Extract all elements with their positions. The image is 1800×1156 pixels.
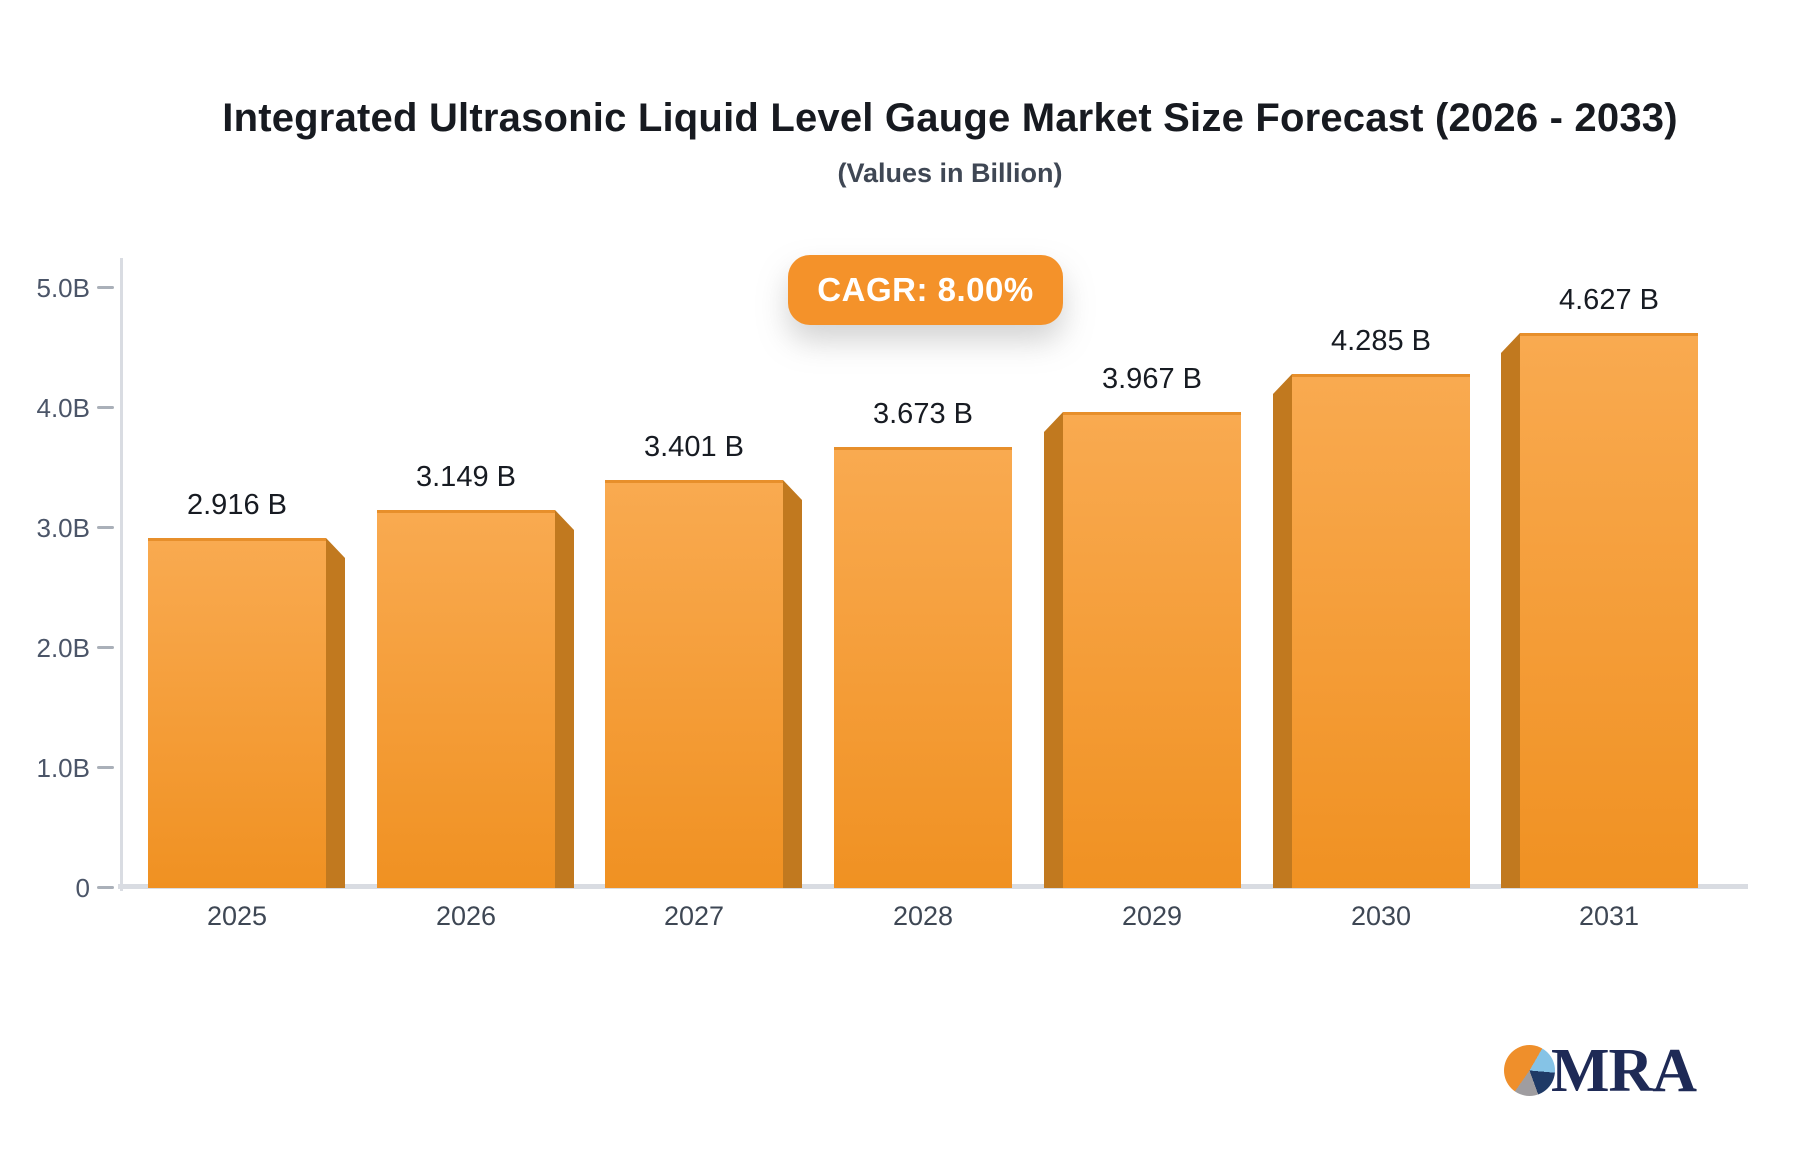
bar-2025[interactable] xyxy=(148,538,326,888)
y-tick-label: 5.0B xyxy=(36,273,91,303)
x-tick-label: 2030 xyxy=(1350,901,1412,931)
y-tick-dash xyxy=(97,646,114,649)
y-tick-label: 3.0B xyxy=(36,513,91,543)
y-tick-label: 0 xyxy=(75,873,90,903)
bar-value-label: 3.149 B xyxy=(416,461,516,493)
bar-value-label: 3.967 B xyxy=(1102,363,1202,395)
bar-2027[interactable] xyxy=(605,480,783,888)
bar-side-face xyxy=(326,538,345,888)
x-tick-label: 2028 xyxy=(892,901,954,931)
x-tick-label: 2026 xyxy=(435,901,497,931)
brand-logo: MRA xyxy=(1504,1038,1724,1108)
bar-2029[interactable] xyxy=(1063,412,1241,888)
y-tick-label: 1.0B xyxy=(36,753,91,783)
pie-chart-icon xyxy=(1504,1045,1555,1096)
bar-value-label: 2.916 B xyxy=(187,489,287,521)
brand-logo-text: MRA xyxy=(1551,1037,1697,1105)
bar-side-face xyxy=(1044,412,1063,888)
chart-title: Integrated Ultrasonic Liquid Level Gauge… xyxy=(222,96,1678,140)
x-tick-label: 2027 xyxy=(663,901,725,931)
bar-value-label: 3.673 B xyxy=(873,398,973,430)
bar-value-label: 4.627 B xyxy=(1559,284,1659,316)
y-tick-dash xyxy=(97,286,114,289)
x-tick-label: 2029 xyxy=(1121,901,1183,931)
bar-side-face xyxy=(1273,374,1292,888)
y-tick-dash xyxy=(97,406,114,409)
y-axis-line xyxy=(120,258,123,891)
bar-side-face xyxy=(783,480,802,888)
bar-value-label: 4.285 B xyxy=(1331,325,1431,357)
bar-2030[interactable] xyxy=(1292,374,1470,888)
bar-2026[interactable] xyxy=(377,510,555,888)
y-tick-label: 4.0B xyxy=(36,393,91,423)
y-tick-dash xyxy=(97,766,114,769)
bar-2028[interactable] xyxy=(834,447,1012,888)
x-tick-label: 2031 xyxy=(1578,901,1640,931)
bar-2031[interactable] xyxy=(1520,333,1698,888)
chart-subtitle: (Values in Billion) xyxy=(837,158,1063,188)
bar-value-label: 3.401 B xyxy=(644,431,744,463)
cagr-badge: CAGR: 8.00% xyxy=(788,255,1063,325)
y-tick-label: 2.0B xyxy=(36,633,91,663)
x-tick-label: 2025 xyxy=(206,901,268,931)
bar-side-face xyxy=(555,510,574,888)
y-tick-dash xyxy=(97,886,114,889)
y-tick-dash xyxy=(97,526,114,529)
bar-side-face xyxy=(1501,333,1520,888)
